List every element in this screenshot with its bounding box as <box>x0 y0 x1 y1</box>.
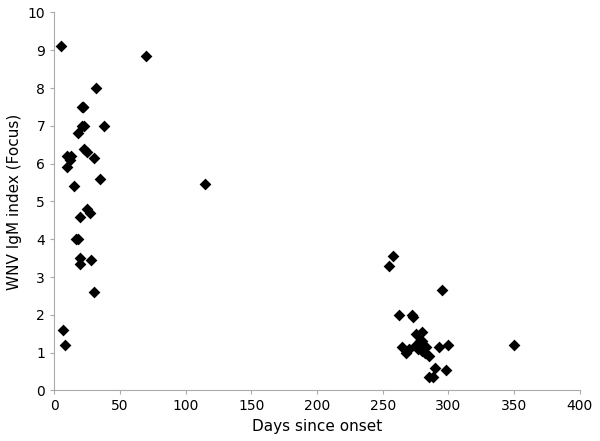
Point <box>443 342 453 349</box>
Point <box>76 260 85 267</box>
Point <box>80 122 89 129</box>
Point <box>434 344 444 351</box>
Point <box>76 213 85 220</box>
Point <box>89 289 98 296</box>
Point <box>418 329 427 336</box>
Point <box>73 130 83 137</box>
Point <box>441 366 451 373</box>
Point <box>62 164 72 171</box>
Point <box>100 122 109 129</box>
Point <box>85 209 94 217</box>
Point <box>142 52 151 60</box>
Point <box>509 342 519 349</box>
Point <box>91 85 101 92</box>
Point <box>415 344 424 351</box>
Point <box>200 181 210 188</box>
Point <box>437 287 447 294</box>
Point <box>418 347 427 354</box>
Point <box>78 104 88 111</box>
Point <box>82 206 92 213</box>
Point <box>82 149 92 156</box>
Point <box>67 153 76 160</box>
X-axis label: Days since onset: Days since onset <box>252 419 382 434</box>
Point <box>388 253 398 260</box>
Y-axis label: WNV IgM index (Focus): WNV IgM index (Focus) <box>7 113 22 290</box>
Point <box>56 43 65 50</box>
Point <box>394 311 403 318</box>
Point <box>77 122 86 129</box>
Point <box>420 349 430 356</box>
Point <box>71 236 81 243</box>
Point <box>59 326 68 333</box>
Point <box>418 338 427 345</box>
Point <box>95 175 105 182</box>
Point <box>408 313 418 320</box>
Point <box>413 345 423 352</box>
Point <box>62 153 72 160</box>
Point <box>73 236 83 243</box>
Point <box>77 104 86 111</box>
Point <box>424 374 434 381</box>
Point <box>76 254 85 262</box>
Point <box>401 349 411 356</box>
Point <box>411 342 421 349</box>
Point <box>431 364 440 371</box>
Point <box>411 330 421 337</box>
Point <box>421 344 431 351</box>
Point <box>86 257 96 264</box>
Point <box>415 338 424 345</box>
Point <box>404 345 414 352</box>
Point <box>428 374 437 381</box>
Point <box>60 342 70 349</box>
Point <box>398 344 407 351</box>
Point <box>78 104 88 111</box>
Point <box>65 157 75 164</box>
Point <box>424 353 434 360</box>
Point <box>69 183 79 190</box>
Point <box>407 311 416 318</box>
Point <box>89 154 98 161</box>
Point <box>385 262 394 269</box>
Point <box>80 145 89 152</box>
